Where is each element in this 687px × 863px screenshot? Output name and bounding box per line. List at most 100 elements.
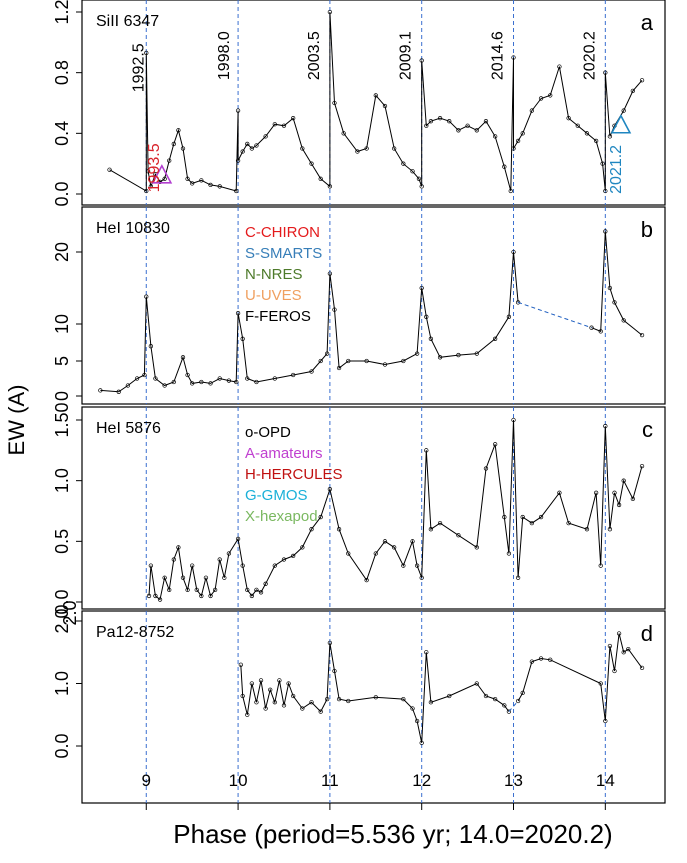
- panel-frame: [81, 206, 666, 405]
- data-point: [437, 520, 443, 526]
- data-point: [437, 355, 443, 360]
- data-point: [272, 700, 277, 705]
- legend-entry: X-hexapod: [245, 508, 318, 525]
- y-tick-label: 0.5: [52, 529, 72, 554]
- data-point: [157, 597, 163, 602]
- data-point: [194, 587, 199, 593]
- x-axis-label: Phase (period=5.536 yr; 14.0=2020.2): [173, 819, 612, 849]
- data-point: [249, 146, 255, 151]
- data-point: [144, 50, 149, 56]
- data-point: [180, 355, 186, 360]
- data-point: [607, 527, 613, 532]
- panel-a: 0.0 0.4 0.8 1.2 SiII 6347 a 1992.5 1998.0 2003.5…: [52, 0, 666, 207]
- data-point: [145, 169, 151, 174]
- data-point: [291, 693, 296, 699]
- data-point: [511, 146, 516, 151]
- event-label: 2009.1: [398, 31, 415, 80]
- panel-letter: c: [642, 417, 653, 442]
- data-point: [419, 575, 424, 580]
- data-point: [401, 358, 406, 364]
- data-point: [226, 551, 232, 556]
- data-point: [190, 181, 195, 186]
- panel-frame: [81, 406, 666, 610]
- data-point: [506, 551, 512, 556]
- data-point: [626, 646, 631, 652]
- data-point: [456, 533, 461, 538]
- series-gap: [508, 700, 519, 712]
- data-point: [607, 134, 613, 139]
- data-point: [208, 593, 213, 599]
- data-point: [616, 502, 622, 508]
- legend-entry: S-SMARTS: [245, 245, 322, 262]
- data-point: [245, 376, 250, 381]
- data-point: [125, 383, 131, 388]
- data-point: [419, 285, 424, 291]
- data-point: [185, 587, 190, 593]
- data-point: [324, 351, 330, 356]
- data-point: [364, 146, 369, 151]
- panel-letter: d: [641, 621, 653, 646]
- data-point: [336, 696, 342, 702]
- data-point: [327, 271, 333, 276]
- y-tick-label: 1.0: [52, 671, 72, 696]
- data-point: [419, 740, 424, 746]
- y-tick-label: 1.50: [52, 402, 72, 437]
- panel-letter: b: [641, 217, 653, 242]
- data-point: [603, 188, 608, 194]
- series-main: [148, 419, 643, 601]
- data-point: [281, 123, 287, 128]
- data-point: [148, 184, 154, 189]
- data-point: [309, 161, 314, 166]
- data-point: [529, 108, 535, 113]
- data-point: [309, 700, 314, 705]
- data-point: [520, 690, 525, 696]
- data-point: [515, 575, 521, 580]
- data-point: [199, 593, 204, 599]
- data-point: [263, 134, 268, 139]
- data-point: [258, 590, 264, 595]
- data-point: [373, 93, 378, 98]
- data-point: [153, 376, 158, 381]
- data-point: [456, 352, 461, 358]
- data-point: [245, 712, 250, 717]
- data-point: [483, 119, 489, 124]
- data-point: [424, 123, 429, 128]
- data-point: [557, 490, 562, 495]
- data-point: [291, 116, 296, 121]
- data-point: [529, 659, 535, 664]
- data-point: [447, 693, 452, 699]
- data-point: [612, 490, 617, 495]
- data-point: [176, 128, 181, 133]
- data-point: [639, 78, 645, 83]
- data-point: [382, 539, 388, 544]
- data-point: [373, 695, 378, 700]
- data-point: [235, 311, 241, 316]
- triangle-marker: [151, 164, 173, 184]
- data-point: [419, 184, 424, 189]
- event-label: 2003.5: [306, 31, 323, 80]
- data-point: [410, 169, 415, 174]
- series-gap: [517, 301, 592, 329]
- data-point: [263, 581, 268, 586]
- data-point: [575, 123, 580, 128]
- data-point: [557, 64, 562, 69]
- data-point: [300, 706, 305, 711]
- data-point: [254, 143, 259, 148]
- data-point: [502, 514, 507, 520]
- data-point: [162, 176, 167, 181]
- data-point: [621, 108, 626, 113]
- data-point: [598, 329, 603, 334]
- data-point: [238, 662, 243, 667]
- data-point: [483, 466, 489, 471]
- data-point: [332, 307, 337, 312]
- data-point: [281, 703, 287, 708]
- data-point: [612, 300, 617, 305]
- panel-frame: [81, 610, 666, 804]
- data-point: [180, 575, 186, 580]
- data-point: [180, 146, 186, 151]
- data-point: [327, 184, 333, 189]
- data-point: [217, 557, 222, 562]
- data-point: [511, 417, 516, 423]
- data-point: [240, 149, 245, 154]
- data-point: [392, 146, 397, 151]
